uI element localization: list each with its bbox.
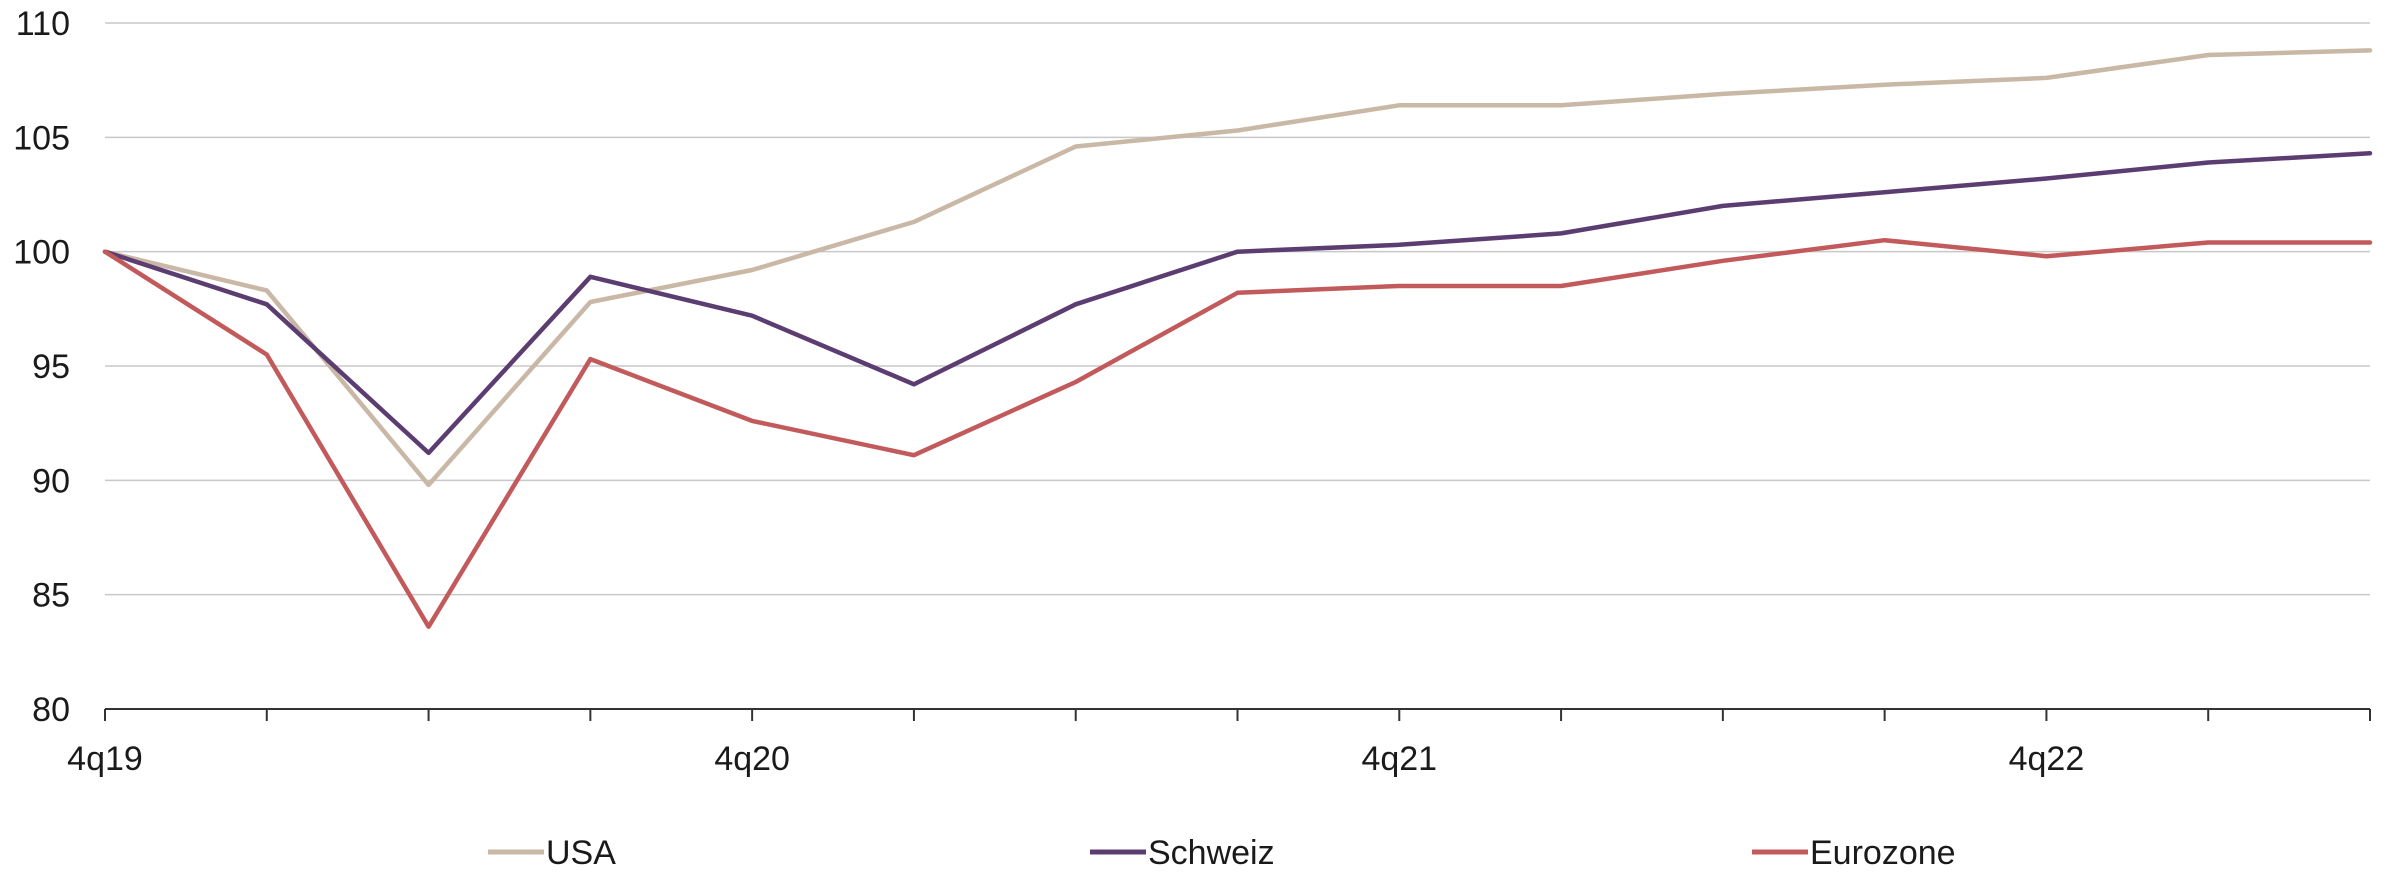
y-tick-label: 105	[13, 119, 70, 157]
legend-label: Eurozone	[1810, 834, 1956, 872]
y-axis-tick-labels: 80 85 90 95 100 105 110	[13, 5, 70, 729]
series-line-schweiz	[102, 151, 2373, 456]
series-line-usa	[102, 48, 2373, 488]
y-tick-label: 85	[32, 577, 70, 615]
gridlines	[105, 22, 2370, 596]
x-tick-label: 4q19	[67, 740, 143, 778]
series-line-eurozone	[102, 237, 2373, 629]
x-axis: 4q19 4q20 4q21 4q22	[67, 708, 2371, 778]
legend: USA Schweiz Eurozone	[488, 834, 1956, 872]
y-tick-label: 100	[13, 234, 70, 272]
x-tick-label: 4q21	[1361, 740, 1437, 778]
x-tick-label: 4q22	[2009, 740, 2085, 778]
y-tick-label: 90	[32, 462, 70, 500]
legend-label: USA	[546, 834, 616, 872]
series-lines	[102, 48, 2373, 629]
x-tick-label: 4q20	[714, 740, 790, 778]
y-tick-label: 80	[32, 691, 70, 729]
y-tick-label: 95	[32, 348, 70, 386]
legend-label: Schweiz	[1148, 834, 1275, 872]
y-tick-label: 110	[16, 5, 70, 43]
